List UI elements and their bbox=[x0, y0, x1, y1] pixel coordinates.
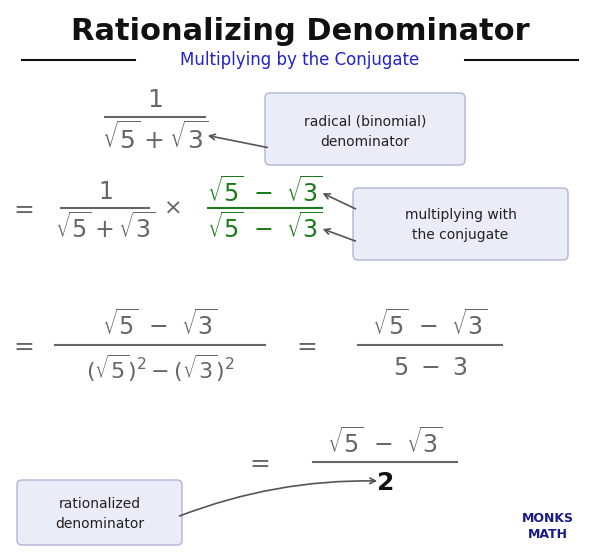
Text: $\sqrt{5} + \sqrt{3}$: $\sqrt{5} + \sqrt{3}$ bbox=[102, 122, 208, 155]
Text: $1$: $1$ bbox=[147, 88, 163, 112]
Text: $\sqrt{5}\ -\ \sqrt{3}$: $\sqrt{5}\ -\ \sqrt{3}$ bbox=[327, 428, 443, 458]
Text: $=$: $=$ bbox=[292, 333, 317, 357]
Text: $\sqrt{5}\ -\ \sqrt{3}$: $\sqrt{5}\ -\ \sqrt{3}$ bbox=[207, 213, 323, 243]
Text: $=$: $=$ bbox=[10, 196, 35, 220]
Text: Multiplying by the Conjugate: Multiplying by the Conjugate bbox=[181, 51, 419, 69]
FancyBboxPatch shape bbox=[17, 480, 182, 545]
Text: $(\sqrt{5})^{2} - (\sqrt{3})^{2}$: $(\sqrt{5})^{2} - (\sqrt{3})^{2}$ bbox=[86, 352, 234, 384]
Text: $\sqrt{5} + \sqrt{3}$: $\sqrt{5} + \sqrt{3}$ bbox=[55, 213, 155, 243]
Text: $\sqrt{5}\ -\ \sqrt{3}$: $\sqrt{5}\ -\ \sqrt{3}$ bbox=[207, 177, 323, 207]
Text: $\sqrt{5}\ -\ \sqrt{3}$: $\sqrt{5}\ -\ \sqrt{3}$ bbox=[102, 310, 218, 340]
Text: MONKS: MONKS bbox=[522, 512, 574, 526]
Text: $1$: $1$ bbox=[98, 180, 112, 204]
Text: multiplying with
the conjugate: multiplying with the conjugate bbox=[404, 208, 517, 242]
Text: radical (binomial)
denominator: radical (binomial) denominator bbox=[304, 115, 426, 149]
Text: $=$: $=$ bbox=[10, 333, 35, 357]
FancyBboxPatch shape bbox=[353, 188, 568, 260]
Text: $\mathbf{2}$: $\mathbf{2}$ bbox=[376, 471, 394, 495]
Text: Rationalizing Denominator: Rationalizing Denominator bbox=[71, 18, 529, 47]
Text: $\sqrt{5}\ -\ \sqrt{3}$: $\sqrt{5}\ -\ \sqrt{3}$ bbox=[372, 310, 488, 340]
Text: MATH: MATH bbox=[528, 529, 568, 541]
Text: rationalized
denominator: rationalized denominator bbox=[55, 497, 144, 531]
Text: $\times$: $\times$ bbox=[163, 198, 181, 218]
FancyBboxPatch shape bbox=[265, 93, 465, 165]
Text: $=$: $=$ bbox=[245, 450, 271, 474]
Text: $5\ -\ 3$: $5\ -\ 3$ bbox=[393, 356, 467, 380]
